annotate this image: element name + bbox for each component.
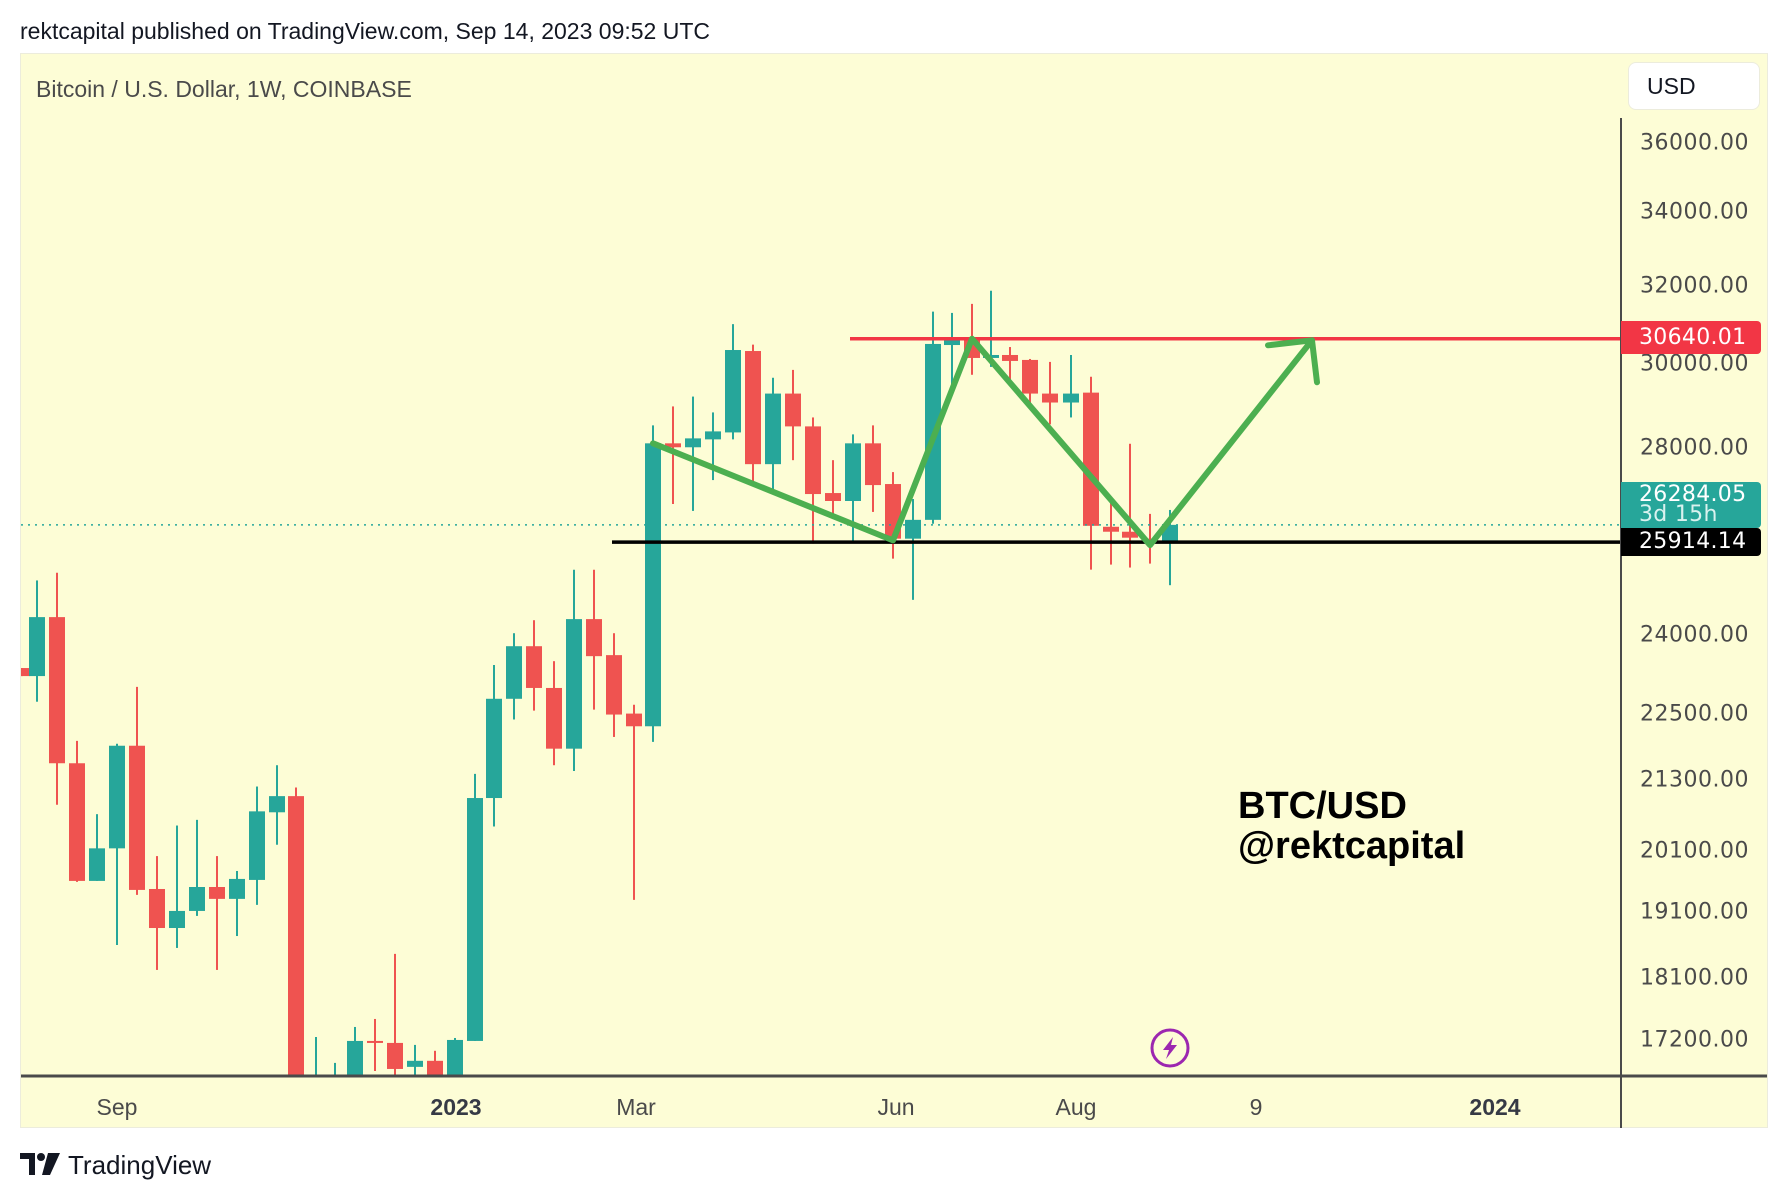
candle[interactable] (29, 580, 45, 702)
resistance-price-tag: 30640.01 (1621, 321, 1761, 354)
time-axis-label: Aug (1055, 1094, 1097, 1120)
candle[interactable] (1063, 354, 1079, 418)
candle[interactable] (288, 787, 304, 1159)
current-price-value: 26284.05 (1639, 482, 1747, 507)
price-axis-label: 21300.00 (1640, 767, 1749, 793)
candle[interactable] (745, 344, 761, 485)
candle[interactable] (69, 740, 85, 882)
candle[interactable] (1042, 361, 1058, 425)
candle[interactable] (1103, 497, 1119, 565)
candle[interactable] (685, 396, 701, 511)
price-axis-label: 24000.00 (1640, 622, 1749, 648)
candle[interactable] (486, 665, 502, 827)
candle[interactable] (229, 870, 245, 937)
time-axis-label: Mar (616, 1094, 656, 1120)
candle[interactable] (467, 773, 483, 1041)
candle[interactable] (49, 572, 65, 805)
annotation-line-2: @rektcapital (1238, 825, 1466, 867)
candle[interactable] (89, 814, 105, 881)
published-header: rektcapital published on TradingView.com… (20, 18, 710, 44)
candle[interactable] (367, 1018, 383, 1071)
candle[interactable] (407, 1044, 423, 1090)
time-axis-label: 9 (1249, 1094, 1263, 1120)
candle[interactable] (1122, 443, 1138, 568)
annotation-line-1: BTC/USD (1238, 785, 1407, 827)
chart-annotation-text[interactable]: BTC/USD @rektcapital (1238, 786, 1465, 866)
candle[interactable] (765, 377, 781, 492)
candle[interactable] (14, 668, 30, 677)
tradingview-brand[interactable]: TradingView (68, 1150, 212, 1180)
candle[interactable] (447, 1037, 463, 1083)
price-axis-label: 32000.00 (1640, 273, 1749, 299)
price-axis-label: 34000.00 (1640, 199, 1749, 225)
candle[interactable] (865, 425, 881, 512)
price-axis-label: 20100.00 (1640, 838, 1749, 864)
price-axis-label: 17200.00 (1640, 1027, 1749, 1053)
candle[interactable] (249, 786, 265, 905)
support-price-tag: 25914.14 (1621, 528, 1761, 556)
candle[interactable] (129, 686, 145, 895)
candle[interactable] (109, 743, 125, 946)
price-axis-label: 19100.00 (1640, 899, 1749, 925)
bar-countdown: 3d 15h (1639, 502, 1718, 527)
candle[interactable] (785, 369, 801, 461)
candle[interactable] (805, 417, 821, 544)
candle[interactable] (149, 856, 165, 970)
time-axis-label: 2023 (430, 1094, 482, 1120)
candle[interactable] (546, 661, 562, 766)
candle[interactable] (387, 953, 403, 1083)
candle[interactable] (327, 1062, 343, 1135)
candle[interactable] (606, 633, 622, 737)
price-axis-label: 22500.00 (1640, 701, 1749, 727)
chart-frame (20, 53, 1768, 1128)
candle[interactable] (905, 499, 921, 600)
candle[interactable] (209, 856, 225, 970)
candle[interactable] (1002, 347, 1018, 382)
lightning-event-icon[interactable] (1150, 1028, 1190, 1068)
projection-arrowhead (1265, 337, 1320, 386)
candle[interactable] (626, 704, 642, 900)
time-axis-label: 2024 (1469, 1094, 1521, 1120)
currency-button[interactable]: USD (1628, 62, 1760, 110)
symbol-title[interactable]: Bitcoin / U.S. Dollar, 1W, COINBASE (36, 76, 412, 102)
candle[interactable] (189, 819, 205, 916)
candle[interactable] (825, 460, 841, 519)
projection-path[interactable] (650, 335, 1315, 549)
candle[interactable] (645, 425, 661, 742)
price-axis-label: 18100.00 (1640, 965, 1749, 991)
candle[interactable] (506, 633, 522, 720)
candle[interactable] (944, 312, 960, 385)
candle[interactable] (427, 1050, 443, 1083)
price-axis-label: 36000.00 (1640, 130, 1749, 156)
price-axis-label: 30000.00 (1640, 351, 1749, 377)
candle[interactable] (526, 620, 542, 711)
price-axis-label: 28000.00 (1640, 435, 1749, 461)
candle[interactable] (269, 765, 285, 845)
candle[interactable] (308, 1036, 324, 1158)
candle[interactable] (347, 1026, 363, 1098)
candle[interactable] (586, 569, 602, 710)
time-axis-label: Jun (877, 1094, 915, 1120)
candle[interactable] (169, 825, 185, 948)
current-price-tag: 26284.05 3d 15h (1621, 482, 1761, 528)
candle[interactable] (665, 406, 681, 504)
tradingview-logo-icon[interactable] (20, 1153, 60, 1175)
drawings-group (21, 335, 1620, 549)
candle[interactable] (885, 472, 901, 559)
candle[interactable] (566, 569, 582, 771)
time-axis-label: Sep (96, 1094, 138, 1120)
candles-group (14, 290, 1178, 1159)
candle[interactable] (1022, 358, 1038, 410)
candle[interactable] (725, 324, 741, 440)
